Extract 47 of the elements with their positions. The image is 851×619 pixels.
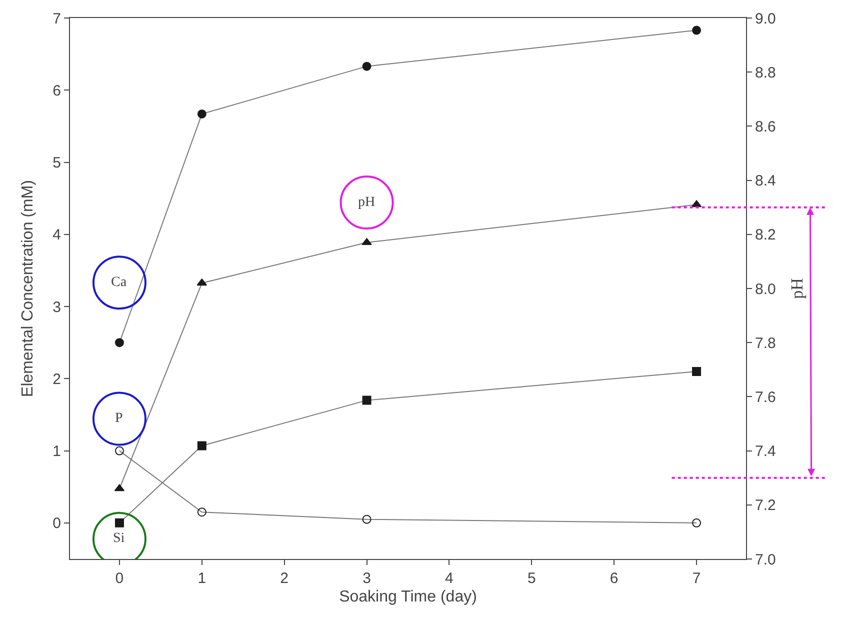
point [692, 26, 702, 35]
x-tick-label: 1 [198, 570, 206, 587]
y-tick-label: 6 [52, 82, 61, 100]
point [197, 508, 206, 517]
x-axis-title: Soaking Time (day) [339, 588, 477, 606]
y-tick-label: 3 [52, 298, 61, 316]
x-tick-label: 6 [610, 570, 618, 587]
point [114, 446, 124, 456]
y2-tick-label: 8.0 [755, 280, 776, 298]
y-tick-label: 2 [52, 370, 61, 388]
point [362, 62, 372, 71]
y2-tick-label: 8.6 [755, 118, 776, 136]
y2-tick-label: 7.6 [755, 388, 776, 406]
x-tick-label: 5 [527, 570, 536, 587]
text: pH [358, 195, 376, 210]
y2-tick-label: 8.2 [755, 226, 776, 244]
x-tick-label: 7 [692, 570, 701, 587]
y-axis-title: Elemental Concentration (mM) [20, 180, 37, 397]
y2-tick-label: 7.2 [755, 497, 776, 514]
series-label: Ca [111, 275, 128, 290]
y-tick-label: 7 [52, 10, 61, 28]
point [362, 514, 372, 524]
y2-tick-label: 9.0 [755, 10, 776, 28]
x-tick-label: 0 [115, 570, 124, 587]
y2-tick-label: 8.4 [755, 172, 776, 190]
point [692, 366, 702, 376]
point [114, 518, 124, 528]
point [362, 396, 372, 405]
point [362, 238, 372, 246]
x-tick-label: 2 [280, 570, 289, 587]
y-tick-label: 0 [52, 515, 61, 532]
x-tick-label: 3 [362, 570, 371, 587]
series-label: Si [113, 531, 125, 546]
point [692, 518, 702, 528]
x-tick-label: 4 [445, 570, 454, 587]
point [114, 338, 124, 348]
point [197, 441, 206, 450]
y-tick-label: 5 [52, 154, 61, 172]
y-tick-label: 4 [52, 226, 61, 244]
point [197, 109, 206, 118]
y2-tick-label: 7.0 [755, 551, 776, 568]
series-label: P [115, 411, 123, 426]
y-tick-label: 1 [52, 443, 61, 460]
y2-tick-label: 7.4 [755, 443, 776, 460]
y2-tick-label: 8.8 [755, 64, 776, 82]
y2-tick-label: 7.8 [755, 334, 776, 352]
y2-axis-title: pH [787, 278, 806, 299]
